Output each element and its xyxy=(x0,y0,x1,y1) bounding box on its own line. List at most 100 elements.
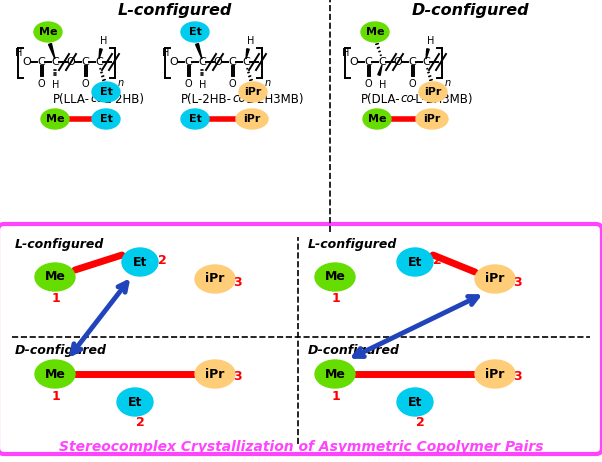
Ellipse shape xyxy=(92,109,120,129)
Text: O: O xyxy=(364,79,372,89)
Text: Et: Et xyxy=(99,87,113,97)
Text: n: n xyxy=(118,78,124,88)
Text: H: H xyxy=(343,48,350,58)
Text: C: C xyxy=(95,57,103,67)
Text: H: H xyxy=(163,48,170,58)
Ellipse shape xyxy=(475,360,515,388)
Text: 3: 3 xyxy=(514,371,523,383)
Ellipse shape xyxy=(181,22,209,42)
Ellipse shape xyxy=(35,360,75,388)
Ellipse shape xyxy=(315,360,355,388)
Text: iPr: iPr xyxy=(243,114,261,124)
Text: H: H xyxy=(101,36,108,46)
Text: D-configured: D-configured xyxy=(411,2,529,18)
Ellipse shape xyxy=(117,388,153,416)
Ellipse shape xyxy=(239,82,267,102)
Text: co: co xyxy=(400,92,414,105)
Polygon shape xyxy=(49,43,55,59)
Text: O: O xyxy=(350,57,358,67)
Text: H: H xyxy=(247,36,255,46)
Text: D-configured: D-configured xyxy=(15,344,107,357)
Text: Me: Me xyxy=(368,114,386,124)
Text: O: O xyxy=(23,57,31,67)
Text: Me: Me xyxy=(45,367,66,381)
Text: C: C xyxy=(184,57,192,67)
Text: Et: Et xyxy=(188,114,202,124)
Text: 1: 1 xyxy=(52,389,60,402)
Text: P(L-2HB-: P(L-2HB- xyxy=(181,92,232,105)
Text: 3: 3 xyxy=(234,371,243,383)
Text: O: O xyxy=(408,79,416,89)
Text: Et: Et xyxy=(133,255,147,268)
Text: Me: Me xyxy=(324,367,346,381)
Text: iPr: iPr xyxy=(423,114,441,124)
Ellipse shape xyxy=(195,265,235,293)
Ellipse shape xyxy=(34,22,62,42)
Text: 1: 1 xyxy=(332,389,340,402)
Text: O: O xyxy=(184,79,192,89)
Text: Me: Me xyxy=(46,114,64,124)
Text: L-configured: L-configured xyxy=(308,238,397,251)
FancyBboxPatch shape xyxy=(0,224,602,454)
Ellipse shape xyxy=(363,109,391,129)
Ellipse shape xyxy=(195,360,235,388)
Text: n: n xyxy=(445,78,451,88)
Polygon shape xyxy=(426,49,429,59)
Text: co: co xyxy=(232,92,246,105)
Ellipse shape xyxy=(397,248,433,276)
Text: H: H xyxy=(427,36,435,46)
Polygon shape xyxy=(196,43,202,59)
Text: 1: 1 xyxy=(52,292,60,305)
Text: L-configured: L-configured xyxy=(118,2,232,18)
Text: O: O xyxy=(81,79,89,89)
Text: 1: 1 xyxy=(332,292,340,305)
Text: O: O xyxy=(228,79,236,89)
Polygon shape xyxy=(378,65,382,75)
Text: O: O xyxy=(67,57,75,67)
Text: C: C xyxy=(198,57,206,67)
Text: co: co xyxy=(90,92,104,105)
Ellipse shape xyxy=(416,109,448,129)
Text: -L-2HB): -L-2HB) xyxy=(100,92,144,105)
Text: 3: 3 xyxy=(514,275,523,288)
Text: -L-2H3MB): -L-2H3MB) xyxy=(411,92,473,105)
Text: Et: Et xyxy=(128,395,142,408)
Text: iPr: iPr xyxy=(485,273,504,286)
Text: C: C xyxy=(422,57,430,67)
Text: P(DLA-: P(DLA- xyxy=(361,92,400,105)
Ellipse shape xyxy=(475,265,515,293)
Ellipse shape xyxy=(92,82,120,102)
Ellipse shape xyxy=(397,388,433,416)
Text: Et: Et xyxy=(408,395,422,408)
Text: iPr: iPr xyxy=(424,87,442,97)
Text: 2: 2 xyxy=(415,415,424,428)
Ellipse shape xyxy=(122,248,158,276)
Text: iPr: iPr xyxy=(485,367,504,381)
Text: D-configured: D-configured xyxy=(308,344,400,357)
Text: H: H xyxy=(52,80,60,90)
Text: Me: Me xyxy=(45,270,66,284)
Text: -L-2H3MB): -L-2H3MB) xyxy=(242,92,303,105)
Ellipse shape xyxy=(236,109,268,129)
Ellipse shape xyxy=(361,22,389,42)
Text: iPr: iPr xyxy=(205,273,225,286)
Text: C: C xyxy=(364,57,372,67)
Text: Me: Me xyxy=(366,27,384,37)
Text: O: O xyxy=(394,57,402,67)
Text: iPr: iPr xyxy=(244,87,262,97)
Text: Me: Me xyxy=(324,270,346,284)
Text: Et: Et xyxy=(408,255,422,268)
Text: C: C xyxy=(408,57,416,67)
Text: C: C xyxy=(242,57,250,67)
Ellipse shape xyxy=(41,109,69,129)
Text: O: O xyxy=(170,57,178,67)
Text: C: C xyxy=(81,57,89,67)
Text: Me: Me xyxy=(39,27,57,37)
Ellipse shape xyxy=(419,82,447,102)
Ellipse shape xyxy=(35,263,75,291)
Text: C: C xyxy=(51,57,59,67)
Ellipse shape xyxy=(315,263,355,291)
Polygon shape xyxy=(99,49,102,59)
Text: n: n xyxy=(265,78,271,88)
Text: 2: 2 xyxy=(433,255,441,267)
